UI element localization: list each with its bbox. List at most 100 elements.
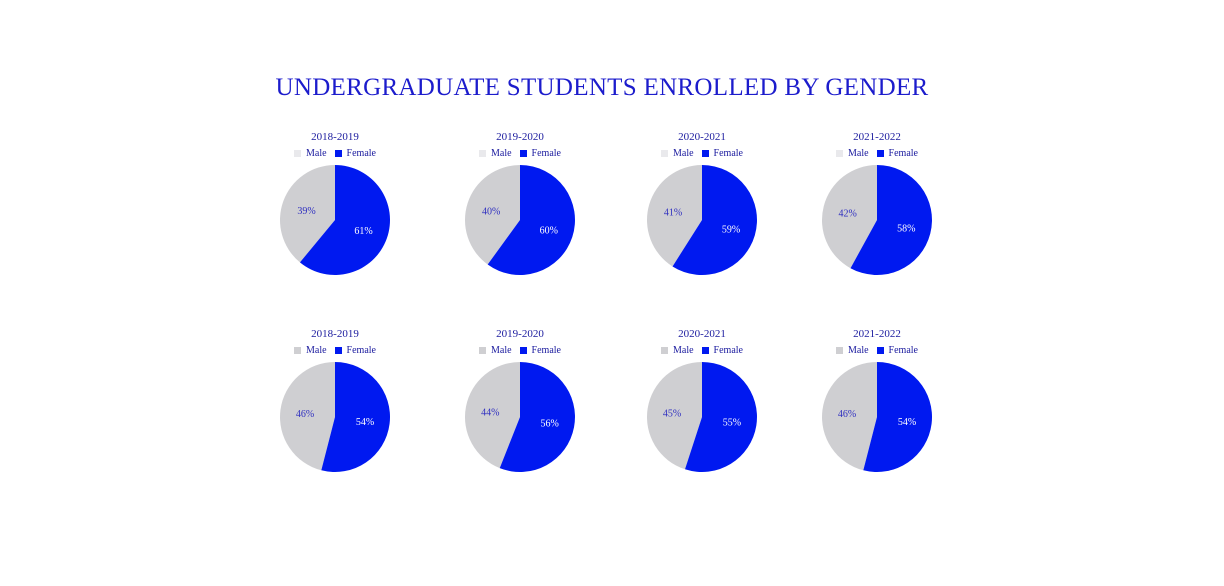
slice-male-label: 45% [663,408,681,419]
chart-title: 2018-2019 [311,131,359,143]
pie-chart-3: 2020-2021 Male Female 41% 59% [622,131,782,291]
chart-legend: Male Female [797,345,957,356]
pie: 40% 60% [464,165,575,275]
slice-female-label: 54% [898,417,916,428]
legend-item-male: Male [479,345,512,356]
pie: 41% 59% [646,165,757,275]
pie-chart-6: 2019-2020 Male Female 44% 56% [440,328,600,488]
slice-male-label: 44% [481,407,499,418]
legend-swatch-female [334,150,342,157]
chart-title: 2020-2021 [678,328,726,340]
slice-male [464,362,520,469]
slice-female [487,165,575,275]
legend-item-male: Male [661,345,694,356]
legend-swatch-male [479,150,486,157]
slice-male-label: 46% [838,409,856,420]
chart-title: 2021-2022 [853,328,901,340]
pie-chart-2: 2019-2020 Male Female 40% 60% [440,131,600,291]
legend-item-male: Male [294,148,327,159]
legend-swatch-male [836,347,843,354]
chart-legend: Male Female [797,148,957,159]
slice-male [822,362,877,471]
slice-female-label: 54% [356,417,374,428]
legend-label-male: Male [848,148,869,159]
slice-male [464,165,520,265]
legend-swatch-female [876,150,884,157]
legend-item-female: Female [334,345,376,356]
legend-item-male: Male [661,148,694,159]
pie: 45% 55% [646,362,757,472]
legend-label-male: Male [491,148,512,159]
pie-chart-8: 2021-2022 Male Female 46% 54% [797,328,957,488]
pie: 42% 58% [821,165,932,275]
legend-label-male: Male [848,345,869,356]
slice-male [279,165,335,263]
chart-legend: Male Female [622,148,782,159]
legend-swatch-male [661,150,668,157]
slice-male-label: 46% [296,409,314,420]
slice-female [850,165,932,275]
chart-legend: Male Female [440,148,600,159]
chart-title: 2020-2021 [678,131,726,143]
legend-label-male: Male [673,148,694,159]
legend-label-female: Female [888,148,918,159]
legend-item-male: Male [836,345,869,356]
legend-item-female: Female [519,148,561,159]
legend-swatch-female [701,150,709,157]
chart-legend: Male Female [255,345,415,356]
legend-label-female: Female [531,148,561,159]
chart-title: 2021-2022 [853,131,901,143]
pie-chart-4: 2021-2022 Male Female 42% 58% [797,131,957,291]
slice-male [646,362,702,470]
legend-item-male: Male [479,148,512,159]
legend-item-female: Female [701,148,743,159]
legend-label-female: Female [713,345,743,356]
legend-item-male: Male [836,148,869,159]
chart-legend: Male Female [255,148,415,159]
slice-male-label: 39% [297,206,315,217]
slice-female [863,362,933,472]
slice-female [321,362,391,472]
slice-female [499,362,575,472]
slice-male [821,165,877,269]
slice-female-label: 60% [540,225,558,236]
legend-swatch-male [294,150,301,157]
chart-title: 2019-2020 [496,131,544,143]
legend-label-male: Male [306,148,327,159]
page-title: UNDERGRADUATE STUDENTS ENROLLED BY GENDE… [275,74,929,101]
slice-female-label: 59% [722,224,740,235]
legend-label-male: Male [673,345,694,356]
legend-label-female: Female [531,345,561,356]
slice-female [685,362,757,472]
pie-chart-7: 2020-2021 Male Female 45% 55% [622,328,782,488]
slice-male-label: 41% [664,208,682,219]
slice-female-label: 58% [897,224,915,235]
legend-label-female: Female [346,345,376,356]
pie-chart-5: 2018-2019 Male Female 46% 54% [255,328,415,488]
legend-label-male: Male [306,345,327,356]
pie: 46% 54% [280,362,391,472]
legend-label-female: Female [713,148,743,159]
slice-female-label: 56% [541,419,559,430]
slice-female-label: 55% [723,418,741,429]
pie: 46% 54% [822,362,933,472]
slice-female [672,165,757,275]
chart-legend: Male Female [440,345,600,356]
slice-female-label: 61% [354,226,372,237]
legend-item-female: Female [519,345,561,356]
legend-swatch-male [479,347,486,354]
pie-chart-1: 2018-2019 Male Female 39% 61% [255,131,415,291]
legend-swatch-male [294,347,301,354]
legend-swatch-female [701,347,709,354]
legend-item-male: Male [294,345,327,356]
legend-item-female: Female [876,345,918,356]
slice-female [299,165,390,275]
slice-male [646,165,702,267]
legend-swatch-male [836,150,843,157]
legend-swatch-female [334,347,342,354]
legend-item-female: Female [876,148,918,159]
legend-item-female: Female [701,345,743,356]
legend-swatch-female [519,150,527,157]
legend-label-female: Female [346,148,376,159]
chart-title: 2018-2019 [311,328,359,340]
